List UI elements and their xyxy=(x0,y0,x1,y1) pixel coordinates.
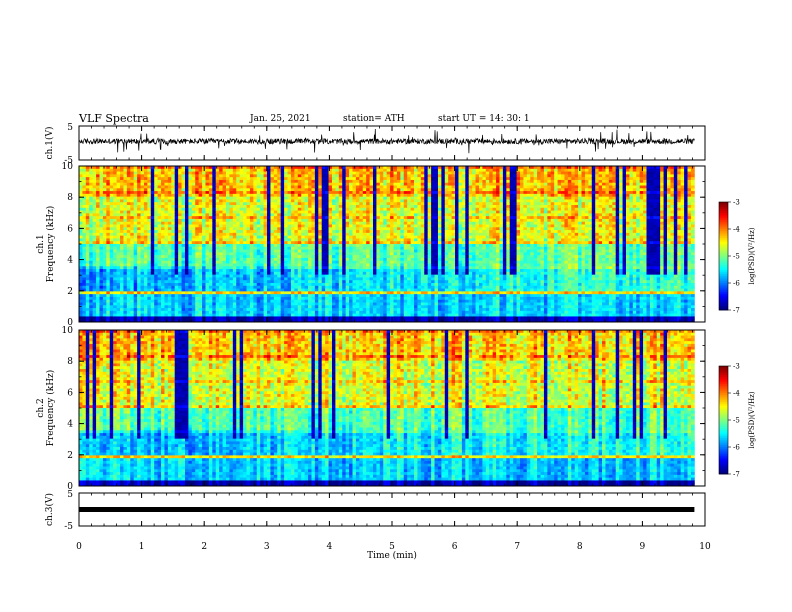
colorbar-tick-label: -3 xyxy=(733,363,740,371)
y-tick-label: -5 xyxy=(64,156,73,166)
colorbar-tick-label: -7 xyxy=(733,471,740,479)
chart-title: VLF Spectra xyxy=(79,112,149,125)
x-axis-label: Time (min) xyxy=(367,550,417,561)
x-tick-label: 1 xyxy=(139,542,145,552)
y-tick-label: 0 xyxy=(67,482,73,492)
signal-trace xyxy=(78,128,695,154)
y-axis-label: Frequency (kHz) xyxy=(45,370,56,447)
y-tick-label: 6 xyxy=(67,224,73,234)
colorbar-tick-label: -5 xyxy=(733,417,740,425)
waveform-panel-ch1: 5 -5 ch.1(V) xyxy=(44,123,706,166)
spectrogram-cells xyxy=(79,330,695,486)
spectrogram-cells xyxy=(79,166,695,322)
y-tick-label: -5 xyxy=(64,522,73,532)
y-tick-label: 0 xyxy=(67,318,73,328)
y-tick-label: 8 xyxy=(67,357,73,367)
colorbar-tick-label: -4 xyxy=(733,390,740,398)
waveform-panel-ch3: 5 -5 ch.3(V) xyxy=(44,490,706,532)
y-tick-label: 4 xyxy=(67,256,73,266)
y-tick-label: 8 xyxy=(67,193,73,203)
x-tick-label: 8 xyxy=(577,542,583,552)
station-label: station= ATH xyxy=(343,114,405,124)
colorbar-tick-label: -6 xyxy=(733,280,740,288)
y-tick-label: 5 xyxy=(67,490,73,500)
x-ticks xyxy=(78,166,706,322)
y-tick-label: 5 xyxy=(67,123,73,133)
channel-label: ch.2 xyxy=(36,398,46,417)
x-tick-label: 10 xyxy=(699,542,711,552)
y-axis-label: ch.1(V) xyxy=(44,127,55,160)
x-tick-label: 5 xyxy=(389,542,395,552)
date-label: Jan. 25, 2021 xyxy=(250,114,311,124)
colorbar-tick-label: -3 xyxy=(733,199,740,207)
y-tick-label: 2 xyxy=(67,451,73,461)
x-ticks xyxy=(78,493,706,526)
colorbar-label: log(PSD)(V²/Hz) xyxy=(748,227,756,284)
y-tick-label: 10 xyxy=(62,162,74,172)
x-tick-label: 9 xyxy=(640,542,646,552)
x-tick-label: 7 xyxy=(514,542,520,552)
colorbar-label: log(PSD)(V²/Hz) xyxy=(748,391,756,448)
channel-label: ch.1 xyxy=(36,234,46,253)
x-ticks xyxy=(78,330,706,486)
colorbar-tick-label: -4 xyxy=(733,226,740,234)
y-tick-label: 6 xyxy=(67,388,73,398)
x-tick-label: 6 xyxy=(452,542,458,552)
spectrogram-panel-ch2: 0 2 4 6 8 10 ch.2 Frequency (kHz) -3 -4 -5 -6 -7 log(… xyxy=(36,326,756,492)
spectrogram-panel-ch1: 0 2 4 6 8 10 ch.1 Frequency (kHz) -3 -4 -5 -6 -7 log(… xyxy=(36,162,756,328)
colorbar-tick-label: -6 xyxy=(733,444,740,452)
colorbar: -3 -4 -5 -6 -7 log(PSD)(V²/Hz) xyxy=(718,363,756,479)
x-tick-label: 4 xyxy=(327,542,333,552)
x-ticks xyxy=(78,126,706,160)
y-tick-label: 10 xyxy=(62,326,74,336)
x-tick-label: 2 xyxy=(201,542,207,552)
y-tick-label: 4 xyxy=(67,420,73,430)
x-tick-label: 3 xyxy=(264,542,270,552)
x-axis: 0 1 2 3 4 5 6 7 8 9 10 Time (min) xyxy=(76,542,711,561)
colorbar-tick-label: -5 xyxy=(733,253,740,261)
y-axis-label: ch.3(V) xyxy=(44,493,55,526)
y-axis-label: Frequency (kHz) xyxy=(45,206,56,283)
y-tick-label: 2 xyxy=(67,287,73,297)
colorbar: -3 -4 -5 -6 -7 log(PSD)(V²/Hz) xyxy=(718,199,756,315)
start-time-label: start UT = 14: 30: 1 xyxy=(438,114,530,124)
x-tick-label: 0 xyxy=(76,542,82,552)
colorbar-tick-label: -7 xyxy=(733,307,740,315)
